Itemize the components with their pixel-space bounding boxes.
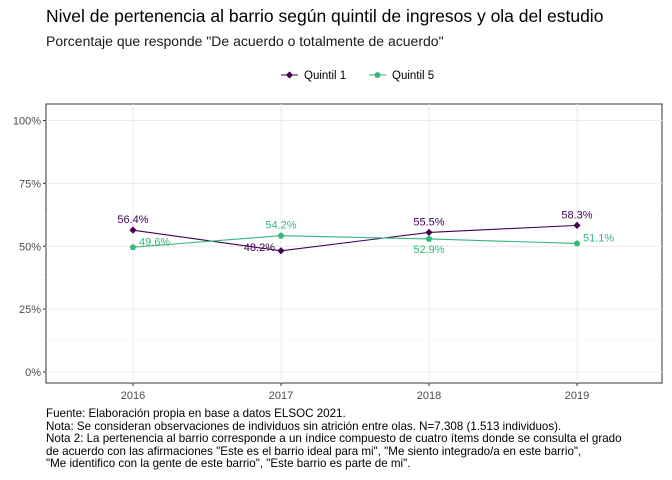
line-chart: Quintil 1 Quintil 5 0%25%50%75%100% 2016 2… (13, 70, 663, 400)
legend-label: Quintil 5 (392, 70, 434, 82)
data-point (277, 232, 285, 239)
data-point (129, 226, 137, 234)
series-line (132, 224, 578, 252)
plot-panel (45, 103, 663, 384)
data-label: 58.3% (561, 209, 592, 221)
x-tick-label: 2017 (269, 390, 293, 400)
series-2: 49.6% 54.2% 52.9% 51.1% (129, 220, 614, 256)
data-label: 55.5% (413, 216, 444, 228)
series-group: 56.4% 48.2% 55.5% 58.3% 49.6% 54.2% 52.9% 51.1% (117, 209, 614, 256)
data-label: 52.9% (413, 244, 444, 256)
footnote-note-1: Nota: Se consideran observaciones de ind… (46, 419, 562, 433)
data-point (573, 221, 581, 229)
data-point (573, 240, 581, 247)
legend-item-2: Quintil 5 (369, 70, 434, 82)
legend-label: Quintil 1 (304, 70, 346, 82)
chart-title: Nivel de pertenencia al barrio según qui… (46, 6, 604, 26)
data-point (425, 228, 433, 237)
y-tick-label: 0% (25, 367, 41, 379)
data-label: 56.4% (117, 214, 148, 226)
data-label: 48.2% (244, 242, 275, 254)
legend-key-marker (374, 71, 381, 78)
data-label: 51.1% (583, 232, 614, 244)
x-tick-label: 2016 (121, 390, 145, 400)
legend: Quintil 1 Quintil 5 (281, 70, 434, 82)
x-tick-label: 2018 (417, 390, 441, 400)
footnote-source: Fuente: Elaboración propia en base a dat… (46, 407, 346, 420)
footnote-note-2-line-3: "Me identifico con la gente de este barr… (46, 457, 411, 471)
y-axis: 0% 25% 50% 75% 100% (13, 116, 46, 379)
series-1: 56.4% 48.2% 55.5% 58.3% (117, 209, 593, 255)
y-tick-label: 75% (19, 178, 41, 190)
y-tick-label: 25% (19, 304, 41, 316)
legend-key-marker (285, 71, 294, 79)
y-tick-label: 50% (19, 241, 41, 253)
data-label: 49.6% (139, 236, 170, 248)
data-label: 54.2% (265, 220, 296, 232)
data-point (425, 235, 433, 242)
data-point (277, 247, 285, 255)
x-axis: 2016 2017 2018 2019 (121, 383, 589, 400)
data-point (129, 243, 137, 251)
chart-subtitle: Porcentaje que responde "De acuerdo o to… (46, 33, 444, 49)
footnote-note-2-line-2: de acuerdo con las afirmaciones "Este es… (46, 444, 582, 458)
legend-item-1: Quintil 1 (281, 70, 346, 82)
footnote-note-2-line-1: Nota 2: La pertenencia al barrio corresp… (46, 432, 622, 446)
x-tick-label: 2019 (565, 390, 589, 400)
footnotes: Fuente: Elaboración propia en base a dat… (46, 407, 622, 471)
series-line (132, 235, 578, 248)
y-tick-label: 100% (13, 116, 41, 128)
